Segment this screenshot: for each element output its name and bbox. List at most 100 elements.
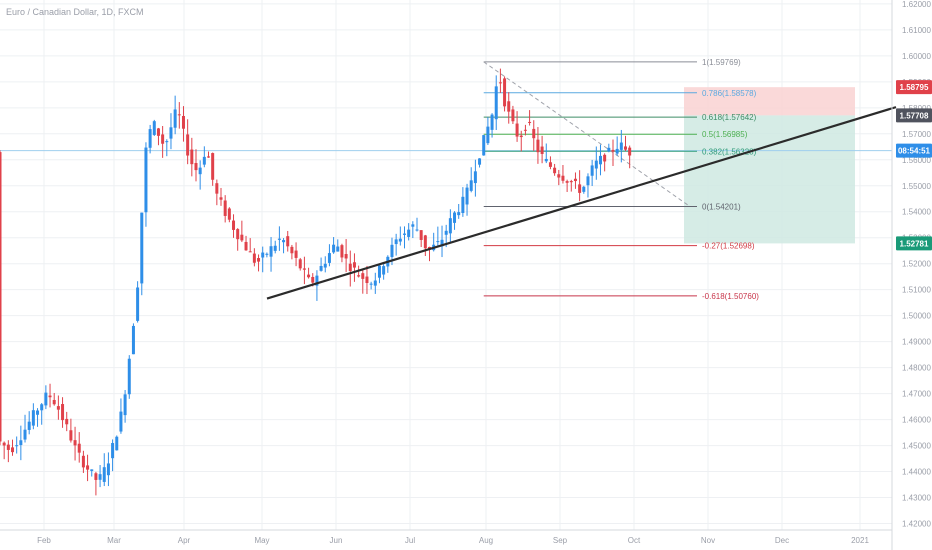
candle-body [186,134,190,156]
candle-body [23,429,27,440]
candle-body [311,276,315,283]
candle-body [590,165,594,176]
candle-body [119,411,123,432]
fib-level-label: -0.618(1.50760) [702,292,759,301]
candle-body [536,139,540,153]
candle-body [352,262,356,268]
candle-body [453,212,457,223]
candle-body [519,135,523,138]
x-tick-label: Aug [479,536,493,545]
candle-body [507,101,511,112]
candle-body [94,473,98,480]
candle-body [482,135,486,156]
candle-body [202,156,206,165]
fib-level-label: 0.5(1.56985) [702,130,748,139]
candle-body [402,233,406,235]
candle-body [198,167,202,175]
candle-body [544,158,548,162]
candle-body [307,274,311,278]
candle-body [436,241,440,243]
candle-body [98,474,102,480]
candle-body [73,440,77,446]
y-tick-label: 1.52000 [902,260,931,269]
candle-body [465,187,469,205]
fib-level-label: 0.786(1.58578) [702,89,757,98]
candle-body [131,325,135,355]
candle-body [624,146,627,150]
candle-body [407,229,411,237]
candle-body [423,235,427,249]
candle-body [219,197,223,200]
candle-body [261,252,265,258]
candle-body [165,141,169,143]
y-tick-label: 1.61000 [902,26,931,35]
candle-body [394,239,398,245]
candle-body [578,184,582,193]
x-tick-label: Nov [701,536,715,545]
candle-body [594,160,598,169]
y-tick-label: 1.49000 [902,338,931,347]
candle-body [52,399,56,405]
y-tick-label: 1.60000 [902,52,931,61]
candle-body [486,126,490,144]
x-tick-label: 2021 [851,536,869,545]
candle-body [561,175,565,181]
candle-body [515,123,519,137]
candle-body [615,148,619,154]
target-price-badge-bg [896,236,932,251]
y-tick-label: 1.46000 [902,416,931,425]
candle-body [323,263,327,268]
x-tick-label: May [254,536,269,545]
candle-body [444,230,448,235]
candle-body [65,418,69,425]
candle-body [211,153,215,180]
candle-body [369,283,373,285]
candle-body [357,275,361,277]
candle-body [248,251,252,253]
candle-body [81,455,85,468]
candle-body [40,404,44,411]
candle-body [398,238,402,242]
candle-body [528,121,532,123]
y-tick-label: 1.44000 [902,468,931,477]
fib-level-label: 1(1.59769) [702,58,741,67]
candle-body [207,156,210,158]
target-price-badge: 1.52781 [900,239,929,248]
candle-body [90,469,94,471]
candle-body [161,134,165,144]
candle-body [565,181,569,183]
candle-body [557,174,561,178]
candle-body [448,218,452,234]
candle-body [102,467,106,482]
candle-body [548,162,552,167]
y-tick-label: 1.50000 [902,312,931,321]
candle-body [457,212,461,216]
x-tick-label: Oct [628,536,641,545]
y-tick-label: 1.54000 [902,208,931,217]
candle-body [348,263,352,272]
y-tick-label: 1.51000 [902,286,931,295]
y-tick-label: 1.62000 [902,0,931,9]
y-tick-label: 1.57000 [902,130,931,139]
fib-level-label: -0.27(1.52698) [702,242,755,251]
candle-body [148,129,152,148]
candle-body [136,287,140,321]
candle-body [144,147,148,213]
candle-body [569,181,573,183]
candle-body [298,259,302,269]
x-tick-label: Jul [405,536,415,545]
candle-body [390,244,394,257]
candle-body [461,196,465,214]
y-tick-label: 1.45000 [902,442,931,451]
candle-body [286,236,290,247]
candle-body [365,276,369,283]
candle-body [607,147,611,152]
x-tick-label: Mar [107,536,121,545]
candle-body [273,245,277,251]
candle-body [503,78,507,107]
candle-body [236,229,240,240]
candle-body [478,158,482,165]
y-tick-label: 1.47000 [902,390,931,399]
